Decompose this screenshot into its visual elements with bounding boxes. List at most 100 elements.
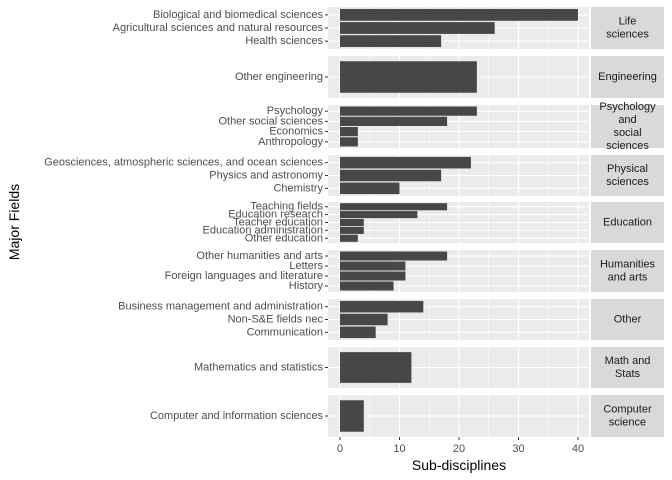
- facet-strip-line: social: [613, 127, 641, 139]
- bar-business-management-and-administration: [340, 300, 424, 313]
- facet-strip-label: Physical sciences: [606, 163, 649, 188]
- bar-communication: [340, 326, 376, 339]
- category-label-other-humanities-and-arts: Other humanities and arts: [196, 250, 323, 262]
- bar-history: [340, 281, 394, 291]
- facet-computer-science: Computer and information sciences Compute…: [150, 395, 664, 437]
- category-label-economics: Economics: [269, 126, 323, 138]
- facet-strip-line: Psychology: [599, 101, 656, 113]
- bar-education-administration: [340, 226, 364, 234]
- facet-math-and-stats: Mathematics and statistics Math and Stats: [194, 347, 664, 388]
- facet-strip: [591, 202, 664, 243]
- bar-foreign-languages-and-literature: [340, 271, 406, 281]
- category-label-health-sciences: Health sciences: [245, 35, 323, 47]
- facet-strip-label: Psychology and social sciences: [599, 101, 656, 152]
- facet-strip-label: Humanities and arts: [600, 259, 656, 284]
- facet-strip: [591, 7, 664, 49]
- category-label-mathematics-and-statistics: Mathematics and statistics: [194, 362, 323, 374]
- facet-strip-line: and arts: [608, 272, 648, 284]
- x-tick-label: 10: [393, 443, 405, 455]
- bar-geosciences-atmospheric-sciences-and-ocean-sciences: [340, 156, 471, 169]
- facet-physical-sciences: Geosciences, atmospheric sciences, and o…: [44, 155, 664, 196]
- facet-strip-label: Education: [603, 217, 652, 229]
- bar-economics: [340, 127, 358, 137]
- bar-biological-and-biomedical-sciences: [340, 8, 578, 21]
- x-axis: 0 10 20 30 40: [337, 437, 584, 455]
- x-tick-label: 0: [337, 443, 343, 455]
- facet-other: Business management and administrationNo…: [118, 299, 664, 340]
- bar-teaching-fields: [340, 203, 448, 211]
- category-label-education-research: Education research: [228, 209, 323, 221]
- facet-strip-line: Other: [614, 314, 642, 326]
- x-tick-label: 20: [453, 443, 465, 455]
- facet-strip: [591, 347, 664, 388]
- facet-strip-line: sciences: [606, 29, 649, 41]
- bar-agricultural-sciences-and-natural-resources: [340, 22, 495, 34]
- category-label-other-social-sciences: Other social sciences: [218, 115, 323, 127]
- facet-strip: [591, 250, 664, 292]
- bar-anthropology: [340, 137, 358, 147]
- facet-strip: [591, 56, 664, 98]
- category-label-foreign-languages-and-literature: Foreign languages and literature: [165, 270, 323, 282]
- category-label-other-education: Other education: [245, 232, 323, 244]
- facet-strip-line: Physical: [607, 163, 648, 175]
- category-label-letters: Letters: [289, 260, 323, 272]
- y-axis-title: Major Fields: [6, 184, 22, 260]
- bar-other-social-sciences: [340, 116, 448, 126]
- facet-strip: [591, 395, 664, 437]
- bar-health-sciences: [340, 35, 442, 48]
- bar-mathematics-and-statistics: [340, 352, 412, 383]
- facet-strip-line: sciences: [606, 140, 649, 152]
- facet-engineering: Other engineering Engineering: [235, 56, 664, 98]
- x-tick-label: 40: [572, 443, 584, 455]
- bar-letters: [340, 261, 406, 271]
- facet-strip: [591, 299, 664, 340]
- category-label-history: History: [289, 280, 324, 292]
- bar-physics-and-astronomy: [340, 169, 442, 182]
- bar-chemistry: [340, 182, 400, 195]
- bar-other-engineering: [340, 61, 477, 93]
- facet-strip-line: science: [609, 417, 646, 429]
- facet-strip: [591, 105, 664, 148]
- bar-non-sande-fields-nec: [340, 313, 388, 326]
- facet-strip-line: Engineering: [598, 71, 657, 83]
- category-label-biological-and-biomedical-sciences: Biological and biomedical sciences: [153, 9, 323, 21]
- facet-strip-line: Humanities: [600, 259, 656, 271]
- bar-psychology: [340, 106, 477, 116]
- category-label-agricultural-sciences-and-natural-resources: Agricultural sciences and natural resour…: [113, 22, 324, 34]
- category-label-non-sande-fields-nec: Non-S&E fields nec: [228, 314, 324, 326]
- category-label-psychology: Psychology: [267, 105, 324, 117]
- bar-education-research: [340, 211, 418, 219]
- category-label-computer-and-information-sciences: Computer and information sciences: [150, 410, 324, 422]
- x-axis-title: Sub-disciplines: [412, 457, 506, 473]
- bar-computer-and-information-sciences: [340, 400, 364, 432]
- bar-other-education: [340, 234, 358, 242]
- facet-strip-label: Engineering: [598, 71, 657, 83]
- category-label-chemistry: Chemistry: [273, 182, 323, 194]
- category-label-teaching-fields: Teaching fields: [250, 201, 323, 213]
- facet-strip-label: Math and Stats: [605, 355, 651, 380]
- facet-strip-line: Education: [603, 217, 652, 229]
- category-label-anthropology: Anthropology: [258, 136, 323, 148]
- facet-strip-label: Life sciences: [606, 16, 649, 41]
- facet-strip-label: Computer science: [603, 404, 652, 429]
- facet-strip-label: Other: [614, 314, 642, 326]
- facet-strip-line: Life: [619, 16, 637, 28]
- facet-life-sciences: Biological and biomedical sciencesAgricu…: [113, 7, 664, 49]
- facet-strip: [591, 155, 664, 196]
- category-label-physics-and-astronomy: Physics and astronomy: [209, 170, 323, 182]
- category-label-business-management-and-administration: Business management and administration: [118, 301, 323, 313]
- facet-strip-line: and: [618, 114, 636, 126]
- facet-strip-line: sciences: [606, 176, 649, 188]
- bar-other-humanities-and-arts: [340, 251, 448, 261]
- x-tick-label: 30: [512, 443, 524, 455]
- facet-humanities-and-arts: Other humanities and artsLettersForeign …: [165, 250, 664, 292]
- category-label-other-engineering: Other engineering: [235, 71, 323, 83]
- category-label-education-administration: Education administration: [203, 224, 323, 236]
- facet-strip-line: Computer: [603, 404, 652, 416]
- facet-strip-line: Math and: [605, 355, 651, 367]
- category-label-geosciences-atmospheric-sciences-and-ocean-sciences: Geosciences, atmospheric sciences, and o…: [44, 157, 323, 169]
